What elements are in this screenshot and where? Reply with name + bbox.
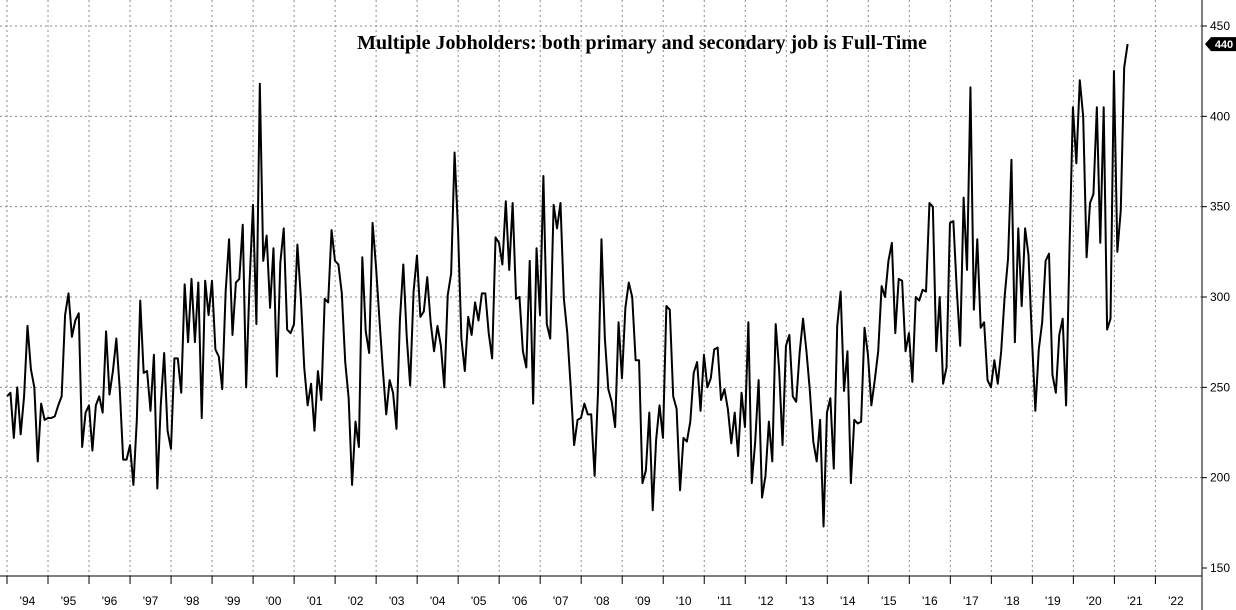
x-tick-label: '10 (676, 594, 692, 608)
x-tick-label: '97 (143, 594, 159, 608)
last-value-badge-shape (1205, 37, 1236, 52)
x-tick-label: '20 (1086, 594, 1102, 608)
x-tick-label: '08 (594, 594, 610, 608)
x-tick-label: '07 (553, 594, 569, 608)
x-tick-label: '04 (430, 594, 446, 608)
x-tick-label: '11 (717, 594, 732, 608)
y-tick-label: 300 (1210, 290, 1230, 304)
chart-title: Multiple Jobholders: both primary and se… (357, 32, 927, 54)
x-tick-label: '02 (348, 594, 364, 608)
x-tick-label: '95 (61, 594, 77, 608)
series-layer (6, 43, 1129, 528)
x-tick-label: '17 (963, 594, 979, 608)
x-tick-label: '96 (102, 594, 118, 608)
y-tick-label: 400 (1210, 109, 1230, 123)
x-tick-label: '14 (840, 594, 856, 608)
x-tick-label: '15 (881, 594, 897, 608)
x-tick-label: '03 (389, 594, 405, 608)
x-tick-label: '06 (512, 594, 528, 608)
x-tick-label: '19 (1045, 594, 1061, 608)
x-tick-label: '21 (1127, 594, 1143, 608)
series-line (6, 43, 1129, 528)
y-tick-label: 150 (1210, 561, 1230, 575)
x-tick-label: '12 (758, 594, 774, 608)
x-tick-label: '16 (922, 594, 938, 608)
y-tick-label: 450 (1210, 19, 1230, 33)
x-tick-label: '00 (266, 594, 282, 608)
x-tick-label: '01 (307, 594, 323, 608)
x-tick-label: '09 (635, 594, 651, 608)
x-tick-label: '13 (799, 594, 815, 608)
x-tick-label: '98 (184, 594, 200, 608)
x-tick-label: '99 (225, 594, 241, 608)
last-value-badge: 440 (1205, 37, 1236, 52)
x-tick-label: '18 (1004, 594, 1020, 608)
x-tick-label: '05 (471, 594, 487, 608)
y-tick-label: 350 (1210, 200, 1230, 214)
y-tick-label: 200 (1210, 471, 1230, 485)
y-tick-label: 250 (1210, 380, 1230, 394)
x-tick-label: '94 (20, 594, 36, 608)
grid-layer (0, 0, 1202, 576)
last-value-badge-label: 440 (1215, 39, 1233, 51)
x-tick-label: '22 (1168, 594, 1184, 608)
